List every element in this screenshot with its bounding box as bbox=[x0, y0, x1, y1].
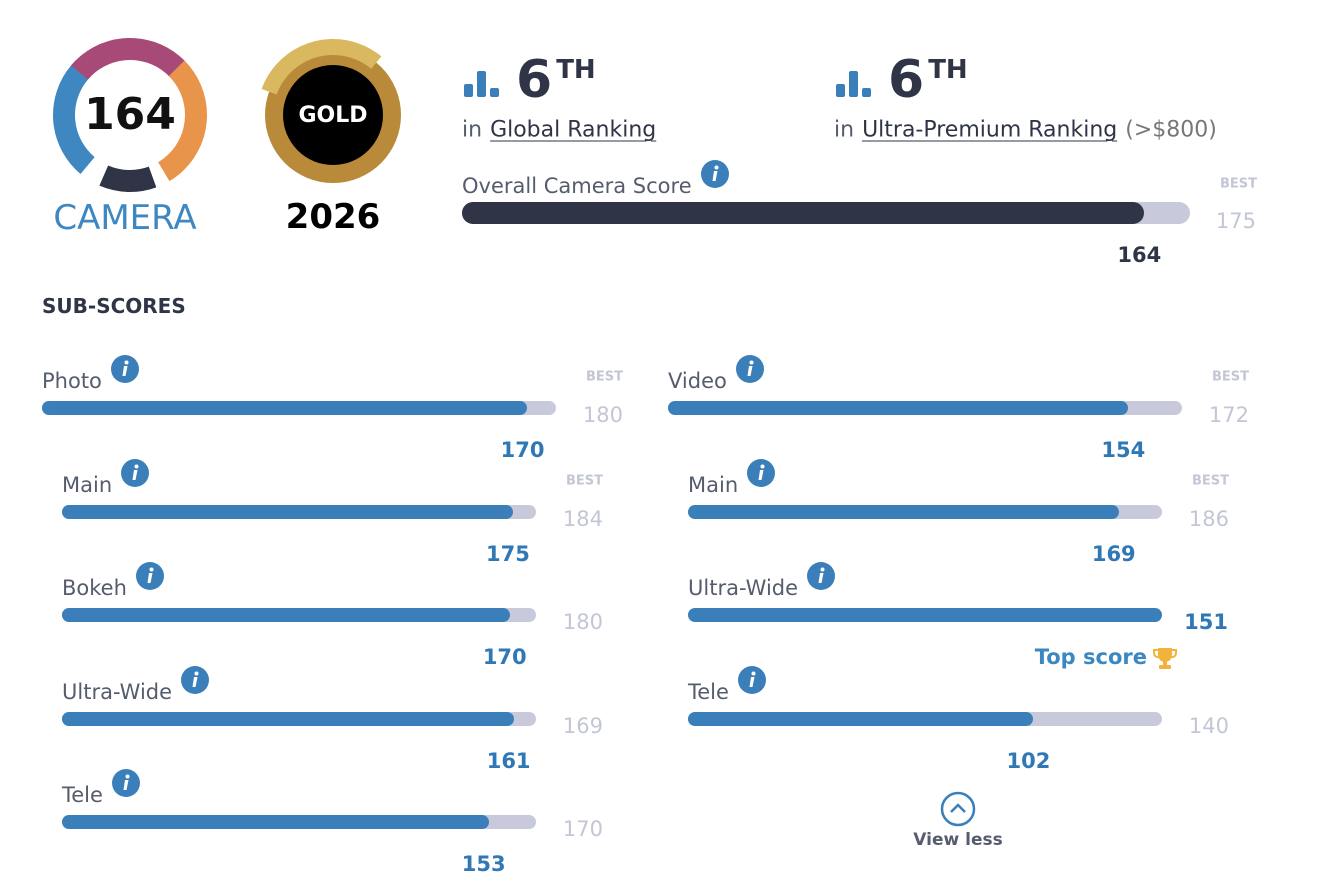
score-value: 153 bbox=[461, 852, 506, 876]
bar-fill bbox=[688, 608, 1162, 622]
score-value: 175 bbox=[485, 541, 530, 566]
gold-badge: GOLD bbox=[257, 39, 409, 191]
best-value: 170 bbox=[562, 817, 603, 841]
subscore-name: Tele bbox=[688, 679, 729, 704]
trophy-icon bbox=[1152, 645, 1178, 671]
info-icon[interactable] bbox=[737, 665, 767, 695]
rank-suffix: TH bbox=[556, 55, 596, 85]
best-label: BEST bbox=[565, 473, 603, 488]
best-value: 184 bbox=[562, 506, 603, 531]
camera-label: CAMERA bbox=[53, 198, 197, 238]
score-value: 164 bbox=[1117, 243, 1162, 267]
rank-suffix: TH bbox=[928, 55, 968, 85]
rank-link[interactable]: Ultra-Premium Ranking bbox=[862, 117, 1118, 143]
bar-fill bbox=[62, 608, 510, 622]
info-icon[interactable] bbox=[135, 561, 165, 591]
overall-label: Overall Camera Score bbox=[462, 174, 692, 198]
rank-number: 6 bbox=[516, 50, 553, 110]
view-less-icon[interactable] bbox=[940, 791, 976, 827]
bar-fill bbox=[688, 711, 1034, 726]
rank-number: 6 bbox=[888, 50, 925, 110]
bar-fill bbox=[462, 202, 1145, 224]
info-icon[interactable] bbox=[110, 354, 140, 384]
bar-fill bbox=[42, 401, 528, 415]
info-icon[interactable] bbox=[111, 768, 141, 798]
top-score-label: Top score bbox=[1034, 645, 1147, 669]
score-value: 170 bbox=[482, 645, 527, 669]
best-value: 140 bbox=[1188, 713, 1229, 738]
subscore-name: Ultra-Wide bbox=[688, 576, 799, 600]
score-value: 154 bbox=[1101, 438, 1146, 462]
gold-year: 2026 bbox=[285, 197, 381, 237]
subscore-name: Bokeh bbox=[62, 576, 127, 600]
subscore-name: Main bbox=[688, 472, 739, 497]
subscores-title: SUB-SCORES bbox=[42, 294, 186, 318]
info-icon[interactable] bbox=[180, 665, 210, 695]
subscore-name: Tele bbox=[62, 783, 103, 807]
rank-prefix: in bbox=[834, 117, 855, 143]
best-label: BEST bbox=[1191, 473, 1229, 488]
view-less[interactable]: View less bbox=[913, 830, 1003, 850]
score-value: 170 bbox=[500, 438, 545, 462]
bar-fill bbox=[668, 401, 1129, 415]
score-value: 151 bbox=[1184, 610, 1228, 634]
info-icon[interactable] bbox=[806, 561, 836, 591]
rank-prefix: in bbox=[462, 117, 483, 143]
best-label: BEST bbox=[1211, 369, 1249, 385]
info-icon[interactable] bbox=[746, 458, 776, 488]
subscore-name: Main bbox=[62, 472, 113, 497]
camera-badge: 164 bbox=[53, 38, 207, 192]
rank-note: (>$800) bbox=[1125, 117, 1217, 143]
best-value: 169 bbox=[562, 713, 603, 738]
score-value: 161 bbox=[486, 748, 531, 773]
subscore-name: Photo bbox=[42, 369, 102, 393]
info-icon[interactable] bbox=[120, 458, 150, 488]
rank-icon bbox=[836, 71, 872, 97]
best-value: 175 bbox=[1215, 209, 1256, 233]
rank-link[interactable]: Global Ranking bbox=[490, 117, 657, 143]
subscore-name: Video bbox=[668, 369, 727, 393]
bar-fill bbox=[688, 504, 1119, 519]
rank-icon bbox=[464, 71, 500, 97]
bar-fill bbox=[62, 815, 489, 829]
info-icon[interactable] bbox=[700, 159, 730, 189]
best-value: 172 bbox=[1208, 403, 1249, 427]
score-value: 102 bbox=[1006, 748, 1051, 773]
gold-label: GOLD bbox=[298, 103, 367, 128]
score-value: 169 bbox=[1091, 541, 1136, 566]
camera-score: 164 bbox=[84, 89, 176, 140]
bar-fill bbox=[62, 504, 513, 519]
best-value: 180 bbox=[562, 610, 603, 634]
subscore-name: Ultra-Wide bbox=[62, 679, 173, 704]
best-value: 186 bbox=[1188, 506, 1229, 531]
info-icon[interactable] bbox=[735, 354, 765, 384]
best-label: BEST bbox=[585, 369, 623, 385]
best-value: 180 bbox=[582, 403, 623, 427]
best-label: BEST bbox=[1219, 176, 1257, 192]
bar-fill bbox=[62, 711, 514, 726]
